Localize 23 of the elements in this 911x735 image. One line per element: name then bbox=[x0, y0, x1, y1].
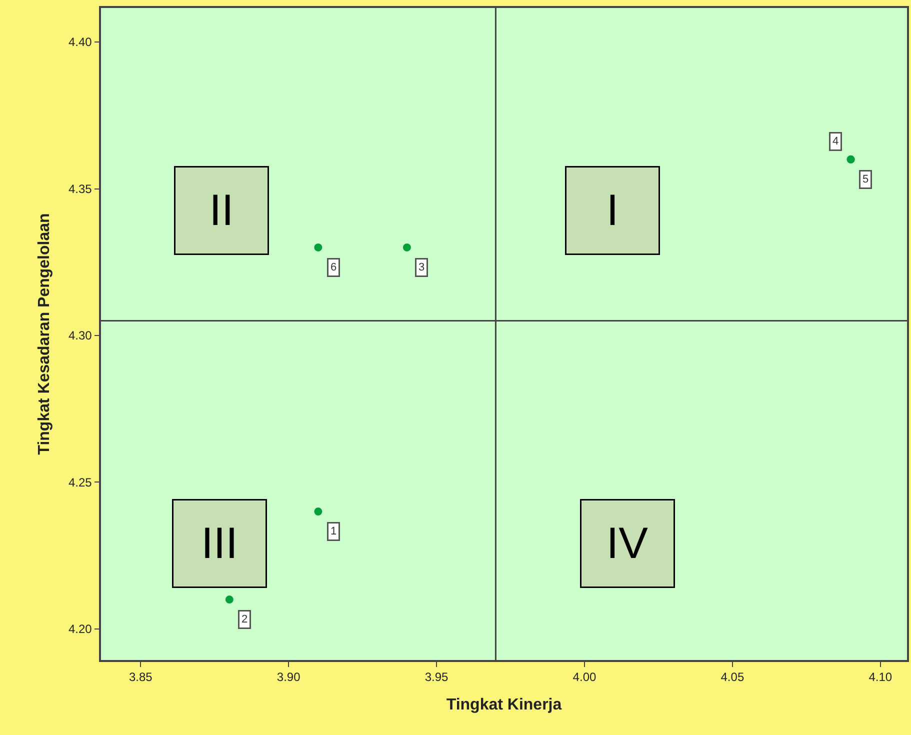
annotation: 5 bbox=[862, 174, 869, 186]
annotation: II bbox=[209, 186, 234, 235]
y-tick-label: 4.30 bbox=[68, 328, 92, 343]
y-tick-label: 4.25 bbox=[68, 475, 92, 490]
annotation: IV bbox=[606, 519, 649, 568]
y-tick-label: 4.35 bbox=[68, 182, 92, 196]
y-axis-title: Tingkat Kesadaran Pengelolaan bbox=[36, 213, 53, 455]
x-tick-label: 4.00 bbox=[572, 670, 596, 684]
annotation: III bbox=[201, 519, 238, 568]
x-tick-label: 4.10 bbox=[868, 670, 892, 684]
x-tick-label: 3.90 bbox=[276, 670, 301, 684]
y-tick-label: 4.40 bbox=[68, 35, 92, 50]
x-tick-label: 4.05 bbox=[720, 670, 744, 684]
x-tick-label: 3.85 bbox=[128, 670, 153, 684]
annotation: 1 bbox=[330, 526, 337, 538]
annotation: 4 bbox=[832, 136, 839, 148]
annotation: 3 bbox=[418, 262, 425, 274]
annotation: I bbox=[606, 186, 619, 235]
x-tick-label: 3.95 bbox=[424, 670, 449, 684]
annotation: 2 bbox=[242, 614, 248, 626]
x-axis-title: Tingkat Kinerja bbox=[446, 696, 562, 714]
y-tick-label: 4.20 bbox=[68, 622, 92, 636]
annotation: 6 bbox=[330, 262, 337, 274]
